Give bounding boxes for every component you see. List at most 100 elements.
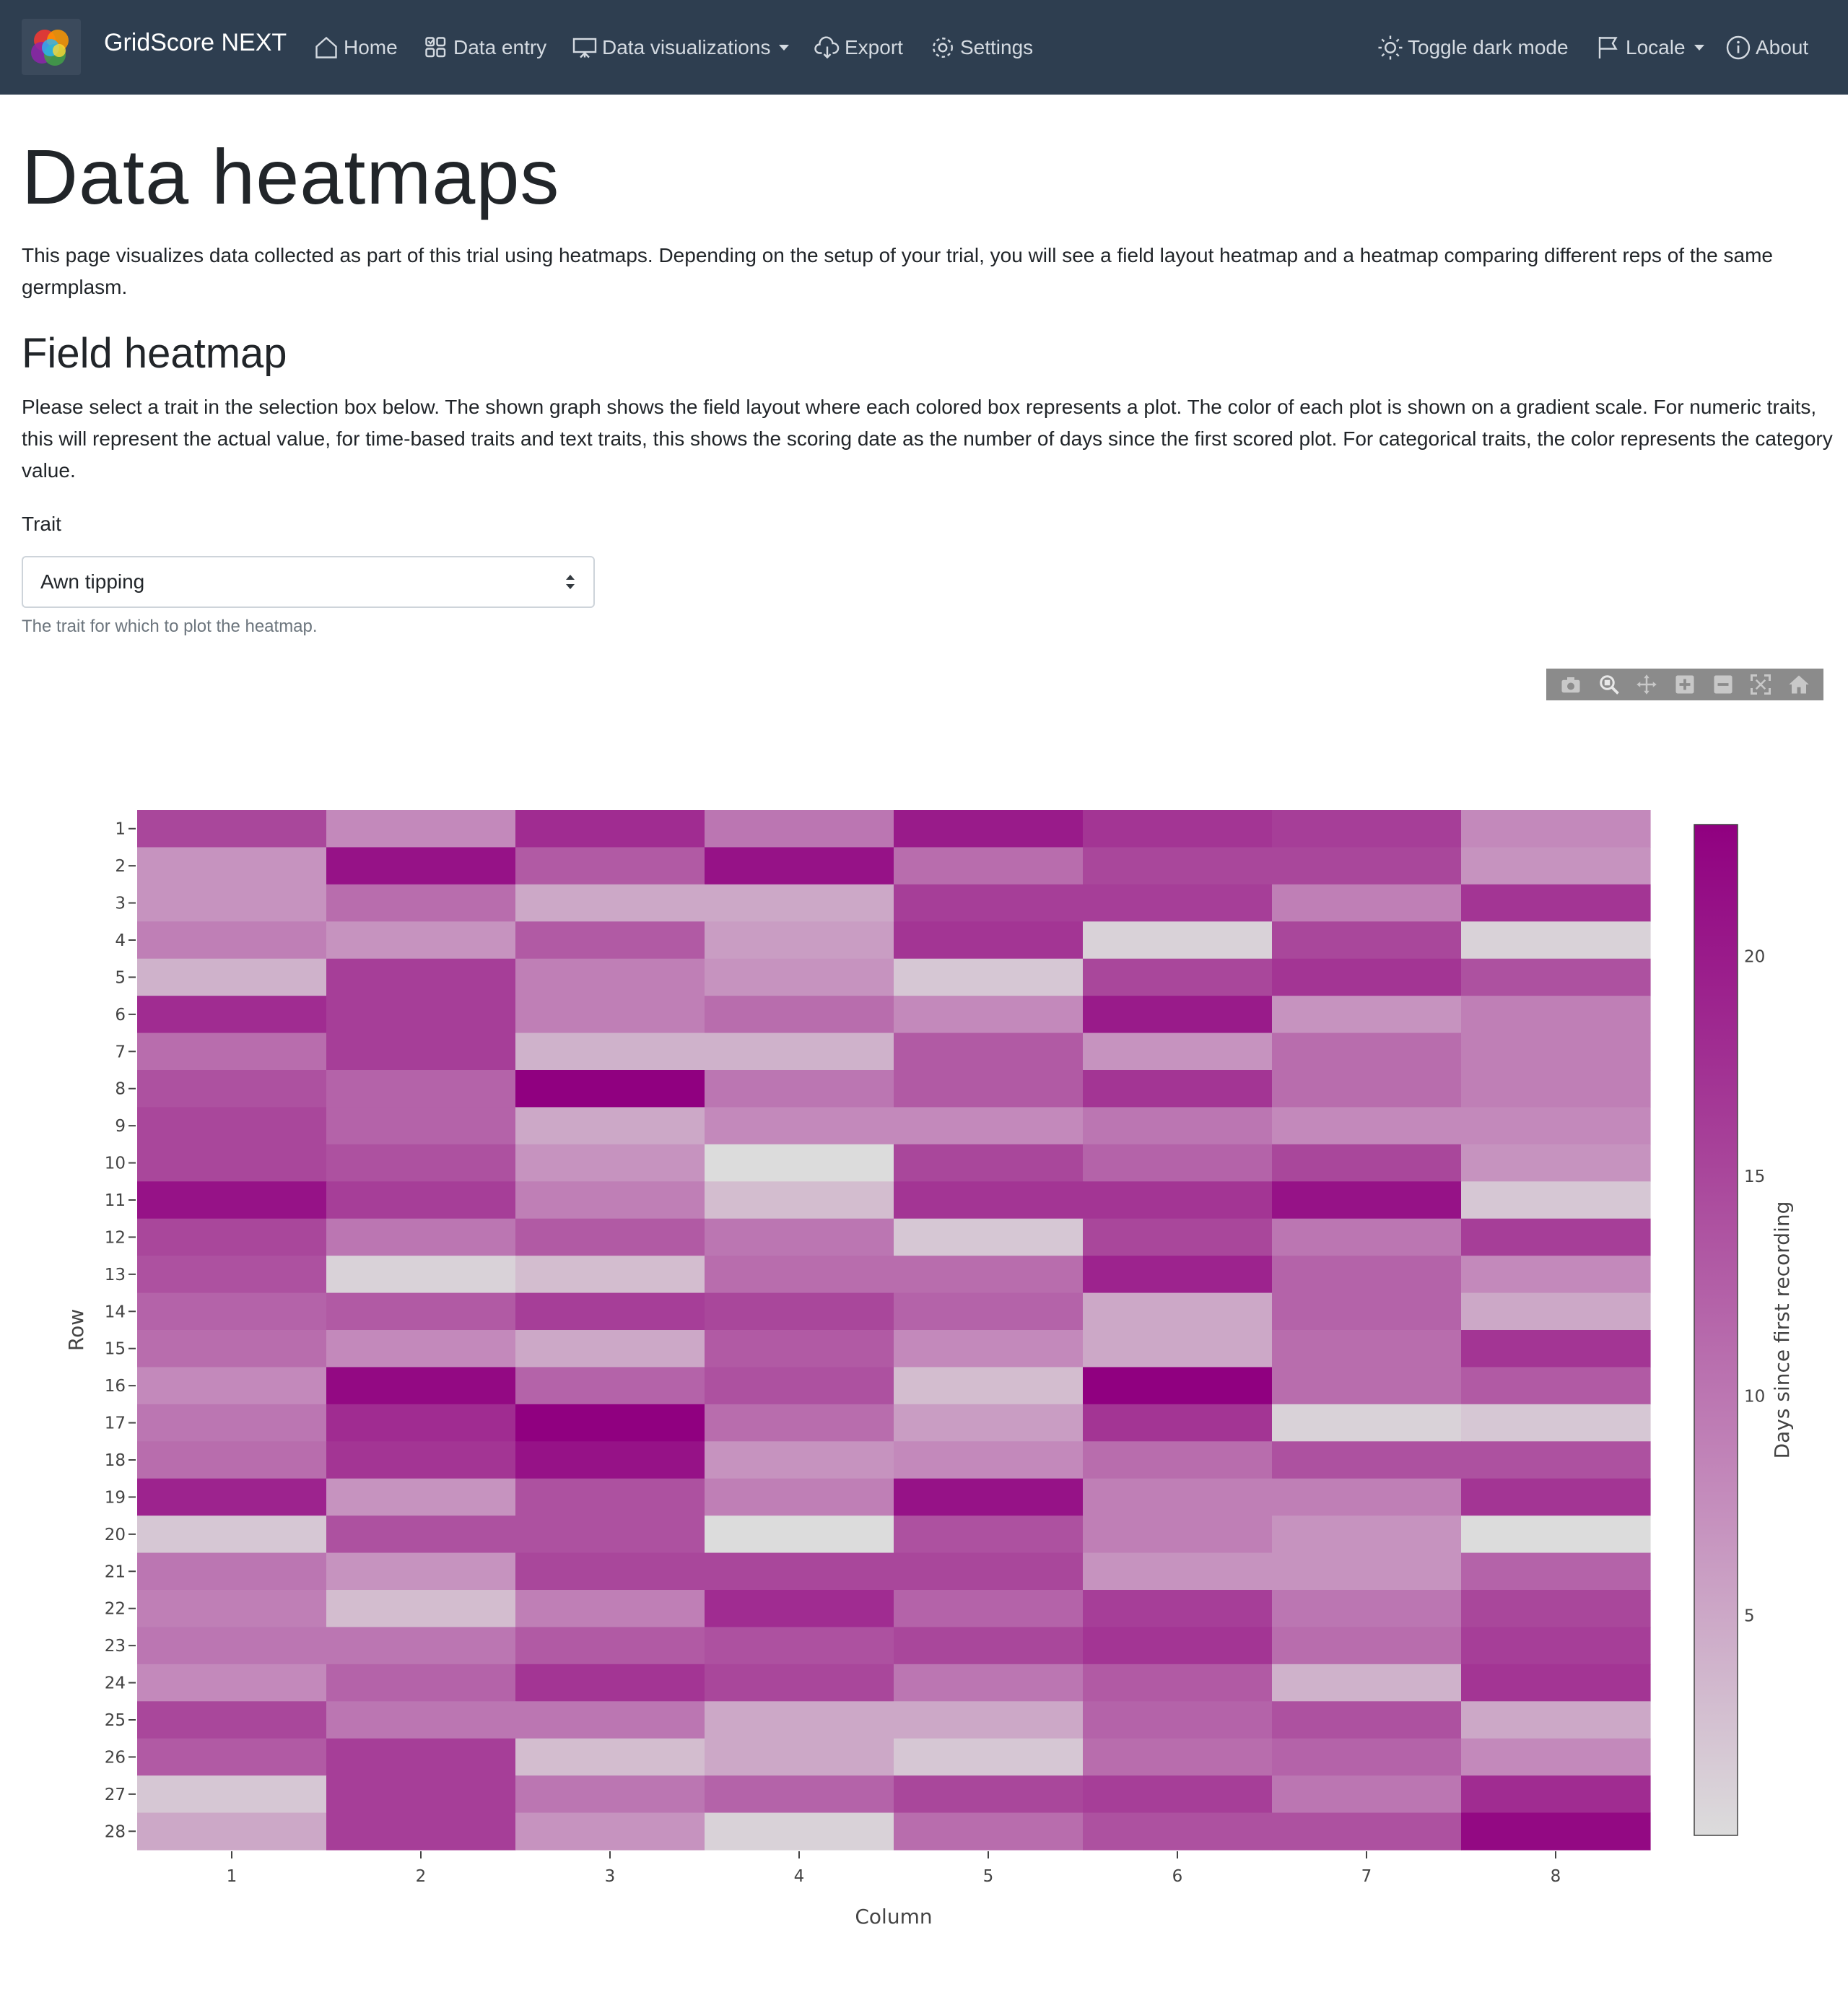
heatmap-cell[interactable] bbox=[137, 1664, 327, 1702]
heatmap-cell[interactable] bbox=[515, 1144, 705, 1182]
heatmap-cell[interactable] bbox=[1272, 996, 1462, 1034]
heatmap-cell[interactable] bbox=[705, 1478, 894, 1516]
heatmap-cell[interactable] bbox=[137, 1775, 327, 1814]
heatmap-cell[interactable] bbox=[1083, 1812, 1273, 1851]
heatmap-cell[interactable] bbox=[705, 884, 894, 922]
heatmap-cell[interactable] bbox=[705, 1701, 894, 1739]
heatmap-cell[interactable] bbox=[1083, 1330, 1273, 1368]
heatmap-cell[interactable] bbox=[894, 1032, 1084, 1071]
zoom-out-icon[interactable] bbox=[1712, 674, 1734, 695]
heatmap-cell[interactable] bbox=[1461, 1812, 1651, 1851]
heatmap-cell[interactable] bbox=[1272, 847, 1462, 885]
heatmap-cell[interactable] bbox=[326, 1070, 516, 1108]
heatmap-cell[interactable] bbox=[705, 1330, 894, 1368]
heatmap-cell[interactable] bbox=[894, 1330, 1084, 1368]
heatmap-cell[interactable] bbox=[894, 884, 1084, 922]
nav-about[interactable]: About bbox=[1725, 32, 1808, 64]
heatmap-cell[interactable] bbox=[326, 1738, 516, 1776]
heatmap-cell[interactable] bbox=[326, 1441, 516, 1479]
heatmap-cell[interactable] bbox=[705, 1292, 894, 1331]
heatmap-cell[interactable] bbox=[326, 1627, 516, 1665]
heatmap-cell[interactable] bbox=[894, 1404, 1084, 1442]
heatmap-cell[interactable] bbox=[1461, 1107, 1651, 1145]
heatmap-cell[interactable] bbox=[705, 1032, 894, 1071]
heatmap-cell[interactable] bbox=[894, 1144, 1084, 1182]
heatmap-cell[interactable] bbox=[894, 1664, 1084, 1702]
heatmap-cell[interactable] bbox=[1083, 1107, 1273, 1145]
heatmap-cell[interactable] bbox=[1272, 1812, 1462, 1851]
heatmap-cell[interactable] bbox=[705, 1516, 894, 1554]
heatmap-cell[interactable] bbox=[515, 1218, 705, 1256]
heatmap-cell[interactable] bbox=[894, 1478, 1084, 1516]
heatmap-cell[interactable] bbox=[1083, 1441, 1273, 1479]
heatmap-cell[interactable] bbox=[137, 1627, 327, 1665]
heatmap-cell[interactable] bbox=[515, 1701, 705, 1739]
heatmap-cell[interactable] bbox=[705, 1404, 894, 1442]
heatmap-cell[interactable] bbox=[1083, 1552, 1273, 1591]
heatmap-cell[interactable] bbox=[326, 1144, 516, 1182]
camera-icon[interactable] bbox=[1560, 674, 1582, 695]
heatmap-cell[interactable] bbox=[894, 1775, 1084, 1814]
heatmap-cell[interactable] bbox=[705, 1218, 894, 1256]
heatmap-cell[interactable] bbox=[1083, 1367, 1273, 1405]
heatmap-cell[interactable] bbox=[1272, 1181, 1462, 1219]
heatmap-cell[interactable] bbox=[1272, 1107, 1462, 1145]
toggle-dark-mode[interactable]: Toggle dark mode bbox=[1377, 32, 1569, 64]
heatmap-cell[interactable] bbox=[1461, 1032, 1651, 1071]
pan-icon[interactable] bbox=[1636, 674, 1657, 695]
heatmap-cell[interactable] bbox=[137, 1367, 327, 1405]
heatmap-cell[interactable] bbox=[326, 847, 516, 885]
heatmap-cell[interactable] bbox=[705, 1144, 894, 1182]
heatmap-cell[interactable] bbox=[326, 810, 516, 848]
heatmap-cell[interactable] bbox=[705, 996, 894, 1034]
heatmap-cell[interactable] bbox=[1083, 1478, 1273, 1516]
heatmap-cell[interactable] bbox=[515, 847, 705, 885]
heatmap-cell[interactable] bbox=[1083, 1292, 1273, 1331]
heatmap-cell[interactable] bbox=[1461, 1738, 1651, 1776]
heatmap-cell[interactable] bbox=[705, 1738, 894, 1776]
heatmap-cell[interactable] bbox=[326, 1218, 516, 1256]
gridscore-logo[interactable] bbox=[22, 19, 81, 75]
heatmap-cell[interactable] bbox=[515, 1292, 705, 1331]
heatmap-cell[interactable] bbox=[326, 1256, 516, 1294]
heatmap-cell[interactable] bbox=[1272, 1516, 1462, 1554]
heatmap-cell[interactable] bbox=[326, 1107, 516, 1145]
reset-axes-icon[interactable] bbox=[1788, 674, 1810, 695]
heatmap-cell[interactable] bbox=[894, 1107, 1084, 1145]
heatmap-cell[interactable] bbox=[1461, 1181, 1651, 1219]
heatmap-cell[interactable] bbox=[705, 1367, 894, 1405]
heatmap-cell[interactable] bbox=[326, 958, 516, 996]
heatmap-cell[interactable] bbox=[894, 921, 1084, 960]
heatmap-cell[interactable] bbox=[515, 1032, 705, 1071]
heatmap-cell[interactable] bbox=[515, 1627, 705, 1665]
locale-dropdown[interactable]: Locale bbox=[1595, 32, 1704, 64]
nav-data-entry[interactable]: Data entry bbox=[423, 32, 546, 64]
heatmap-cell[interactable] bbox=[1083, 996, 1273, 1034]
heatmap-cell[interactable] bbox=[894, 810, 1084, 848]
heatmap-cell[interactable] bbox=[326, 1330, 516, 1368]
heatmap-cell[interactable] bbox=[515, 1330, 705, 1368]
heatmap-cell[interactable] bbox=[137, 847, 327, 885]
heatmap-cell[interactable] bbox=[137, 1330, 327, 1368]
heatmap-cell[interactable] bbox=[137, 1738, 327, 1776]
heatmap-cell[interactable] bbox=[1461, 1256, 1651, 1294]
heatmap-cell[interactable] bbox=[894, 1218, 1084, 1256]
heatmap-cell[interactable] bbox=[1272, 1478, 1462, 1516]
heatmap-cell[interactable] bbox=[515, 958, 705, 996]
heatmap-cell[interactable] bbox=[1272, 921, 1462, 960]
heatmap-cell[interactable] bbox=[326, 884, 516, 922]
heatmap-cell[interactable] bbox=[515, 1775, 705, 1814]
heatmap-cell[interactable] bbox=[326, 1404, 516, 1442]
heatmap-cell[interactable] bbox=[1083, 884, 1273, 922]
heatmap-cell[interactable] bbox=[1083, 1701, 1273, 1739]
heatmap-cell[interactable] bbox=[705, 1070, 894, 1108]
heatmap-cell[interactable] bbox=[1461, 1144, 1651, 1182]
heatmap-cell[interactable] bbox=[137, 1107, 327, 1145]
heatmap-cell[interactable] bbox=[137, 1144, 327, 1182]
heatmap-cell[interactable] bbox=[326, 1701, 516, 1739]
heatmap-cell[interactable] bbox=[705, 1552, 894, 1591]
heatmap-cell[interactable] bbox=[137, 996, 327, 1034]
heatmap-cell[interactable] bbox=[326, 1516, 516, 1554]
heatmap-cell[interactable] bbox=[137, 1812, 327, 1851]
heatmap-cell[interactable] bbox=[1461, 996, 1651, 1034]
